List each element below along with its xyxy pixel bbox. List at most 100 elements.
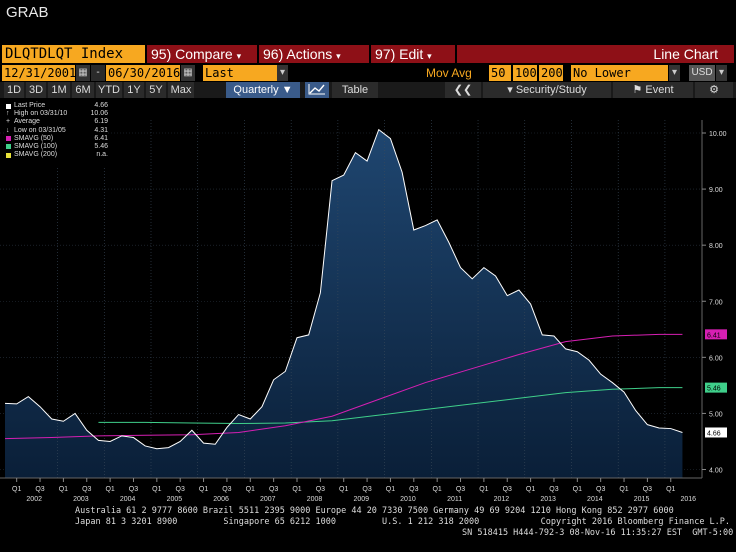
edit-label: 97) Edit: [375, 46, 424, 62]
x-year-label: 2005: [167, 496, 183, 503]
y-tick-label: 10.00: [709, 131, 727, 138]
start-date-field[interactable]: 12/31/2001: [2, 65, 77, 81]
chevron-down-icon[interactable]: ▾: [669, 65, 680, 81]
legend-label: SMAVG (200): [14, 151, 58, 159]
mov-avg-100[interactable]: 100: [513, 65, 537, 81]
value-tag: [705, 329, 727, 340]
x-quarter-label: Q1: [12, 486, 21, 493]
edit-button[interactable]: 97) Edit ▾: [371, 45, 455, 63]
chevron-down-icon: ▾: [427, 51, 432, 61]
smavg-100-line: [98, 387, 683, 425]
end-date-field[interactable]: 06/30/2016: [106, 65, 181, 81]
range-max[interactable]: Max: [168, 82, 194, 98]
mov-avg-label: Mov Avg: [426, 66, 472, 80]
value-tag-label: 6.41: [707, 332, 721, 339]
x-quarter-label: Q3: [409, 486, 418, 493]
security-study-label: Security/Study: [515, 84, 587, 96]
legend-item: SMAVG (50) 6.41: [4, 135, 108, 143]
x-quarter-label: Q1: [105, 486, 114, 493]
x-year-label: 2013: [540, 496, 556, 503]
x-quarter-label: Q3: [362, 486, 371, 493]
range-1y[interactable]: 1Y: [124, 82, 144, 98]
mov-avg-200[interactable]: 200: [539, 65, 563, 81]
range-3d[interactable]: 3D: [26, 82, 46, 98]
app-title: GRAB: [6, 4, 49, 21]
x-quarter-label: Q3: [176, 486, 185, 493]
footer-line-1: Australia 61 2 9777 8600 Brazil 5511 239…: [75, 506, 674, 516]
calendar-icon[interactable]: ▦: [76, 65, 90, 81]
range-separator: -: [91, 65, 105, 81]
legend-item: SMAVG (200) n.a.: [4, 151, 108, 159]
x-quarter-label: Q3: [549, 486, 558, 493]
legend-label: High on 03/31/10: [14, 110, 68, 118]
x-quarter-label: Q3: [129, 486, 138, 493]
x-quarter-label: Q1: [666, 486, 675, 493]
period-select[interactable]: Quarterly ▼: [226, 82, 300, 98]
value-tag-label: 5.46: [707, 386, 721, 393]
chevron-down-icon: ▾: [507, 84, 513, 96]
double-chevron-left-icon[interactable]: ❮❮: [445, 82, 481, 98]
legend-value: 6.19: [94, 118, 108, 126]
actions-label: 96) Actions: [263, 46, 333, 62]
x-quarter-label: Q1: [479, 486, 488, 493]
lower-chart-select[interactable]: No Lower Chart: [571, 65, 668, 96]
range-ytd[interactable]: YTD: [96, 82, 122, 98]
legend-swatch: [6, 152, 11, 158]
x-quarter-label: Q3: [643, 486, 652, 493]
legend-value: 4.31: [94, 126, 108, 134]
legend-swatch: [6, 144, 11, 150]
field-select[interactable]: Last Price: [203, 65, 277, 96]
range-6m[interactable]: 6M: [72, 82, 94, 98]
x-year-label: 2009: [353, 496, 369, 503]
x-year-label: 2010: [400, 496, 416, 503]
legend-label: Low on 03/31/05: [14, 126, 66, 134]
chevron-down-icon[interactable]: ▾: [716, 65, 727, 81]
x-year-label: 2012: [494, 496, 510, 503]
x-quarter-label: Q3: [316, 486, 325, 493]
x-year-label: 2008: [307, 496, 323, 503]
table-button[interactable]: Table: [332, 82, 378, 98]
gear-icon[interactable]: ⚙: [695, 82, 733, 98]
actions-button[interactable]: 96) Actions ▾: [259, 45, 369, 63]
chevron-down-icon[interactable]: ▾: [277, 65, 288, 81]
security-study-button[interactable]: ▾ Security/Study: [483, 82, 611, 98]
x-quarter-label: Q1: [386, 486, 395, 493]
footer-line-3: SN 518415 H444-792-3 08-Nov-16 11:35:27 …: [462, 528, 734, 538]
compare-label: 95) Compare: [151, 46, 233, 62]
event-button[interactable]: ⚑ Event: [613, 82, 693, 98]
event-label: Event: [645, 84, 674, 96]
mov-avg-50[interactable]: 50: [489, 65, 511, 81]
period-label: Quarterly: [233, 84, 279, 96]
legend-marker-icon: ↑: [6, 110, 10, 118]
compare-button[interactable]: 95) Compare ▾: [147, 45, 257, 63]
legend-item: + Average 6.19: [4, 118, 108, 126]
y-tick-label: 8.00: [709, 243, 723, 250]
x-year-label: 2004: [120, 496, 136, 503]
legend-value: 10.06: [90, 110, 108, 118]
chart-legend: Last Price 4.66 ↑ High on 03/31/10 10.06 + Ave…: [4, 102, 108, 168]
line-chart-icon[interactable]: [305, 82, 329, 98]
x-quarter-label: Q3: [596, 486, 605, 493]
range-1m[interactable]: 1M: [48, 82, 70, 98]
chevron-down-icon: ▼: [281, 84, 293, 96]
x-quarter-label: Q1: [152, 486, 161, 493]
currency-select[interactable]: USD: [689, 65, 715, 81]
legend-swatch: [6, 136, 11, 142]
x-year-label: 2003: [73, 496, 89, 503]
x-year-label: 2014: [587, 496, 603, 503]
x-quarter-label: Q1: [619, 486, 628, 493]
ticker-field[interactable]: DLQTDLQT Index: [2, 45, 145, 63]
x-year-label: 2002: [26, 496, 42, 503]
x-quarter-label: Q3: [35, 486, 44, 493]
legend-item: ↓ Low on 03/31/05 4.31: [4, 127, 108, 135]
x-quarter-label: Q3: [222, 486, 231, 493]
legend-value: n.a.: [96, 151, 108, 159]
calendar-icon[interactable]: ▦: [181, 65, 195, 81]
range-5y[interactable]: 5Y: [146, 82, 166, 98]
y-tick-label: 6.00: [709, 355, 723, 362]
range-1d[interactable]: 1D: [4, 82, 24, 98]
legend-item: SMAVG (100) 5.46: [4, 143, 108, 151]
chevron-down-icon: ▾: [236, 51, 242, 61]
value-tag: [705, 382, 727, 393]
